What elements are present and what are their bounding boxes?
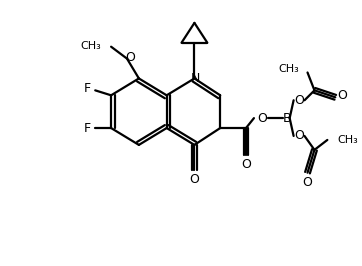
Text: O: O (257, 112, 267, 124)
Text: F: F (84, 122, 91, 135)
Text: O: O (295, 130, 304, 143)
Text: F: F (84, 82, 91, 95)
Text: O: O (189, 173, 199, 186)
Text: O: O (337, 89, 347, 102)
Text: CH₃: CH₃ (80, 41, 101, 51)
Text: O: O (303, 176, 312, 189)
Text: O: O (295, 94, 304, 107)
Text: N: N (191, 72, 200, 85)
Text: CH₃: CH₃ (337, 135, 358, 145)
Text: O: O (125, 51, 135, 64)
Text: O: O (241, 158, 251, 171)
Text: B: B (282, 112, 291, 124)
Text: CH₃: CH₃ (279, 64, 300, 73)
